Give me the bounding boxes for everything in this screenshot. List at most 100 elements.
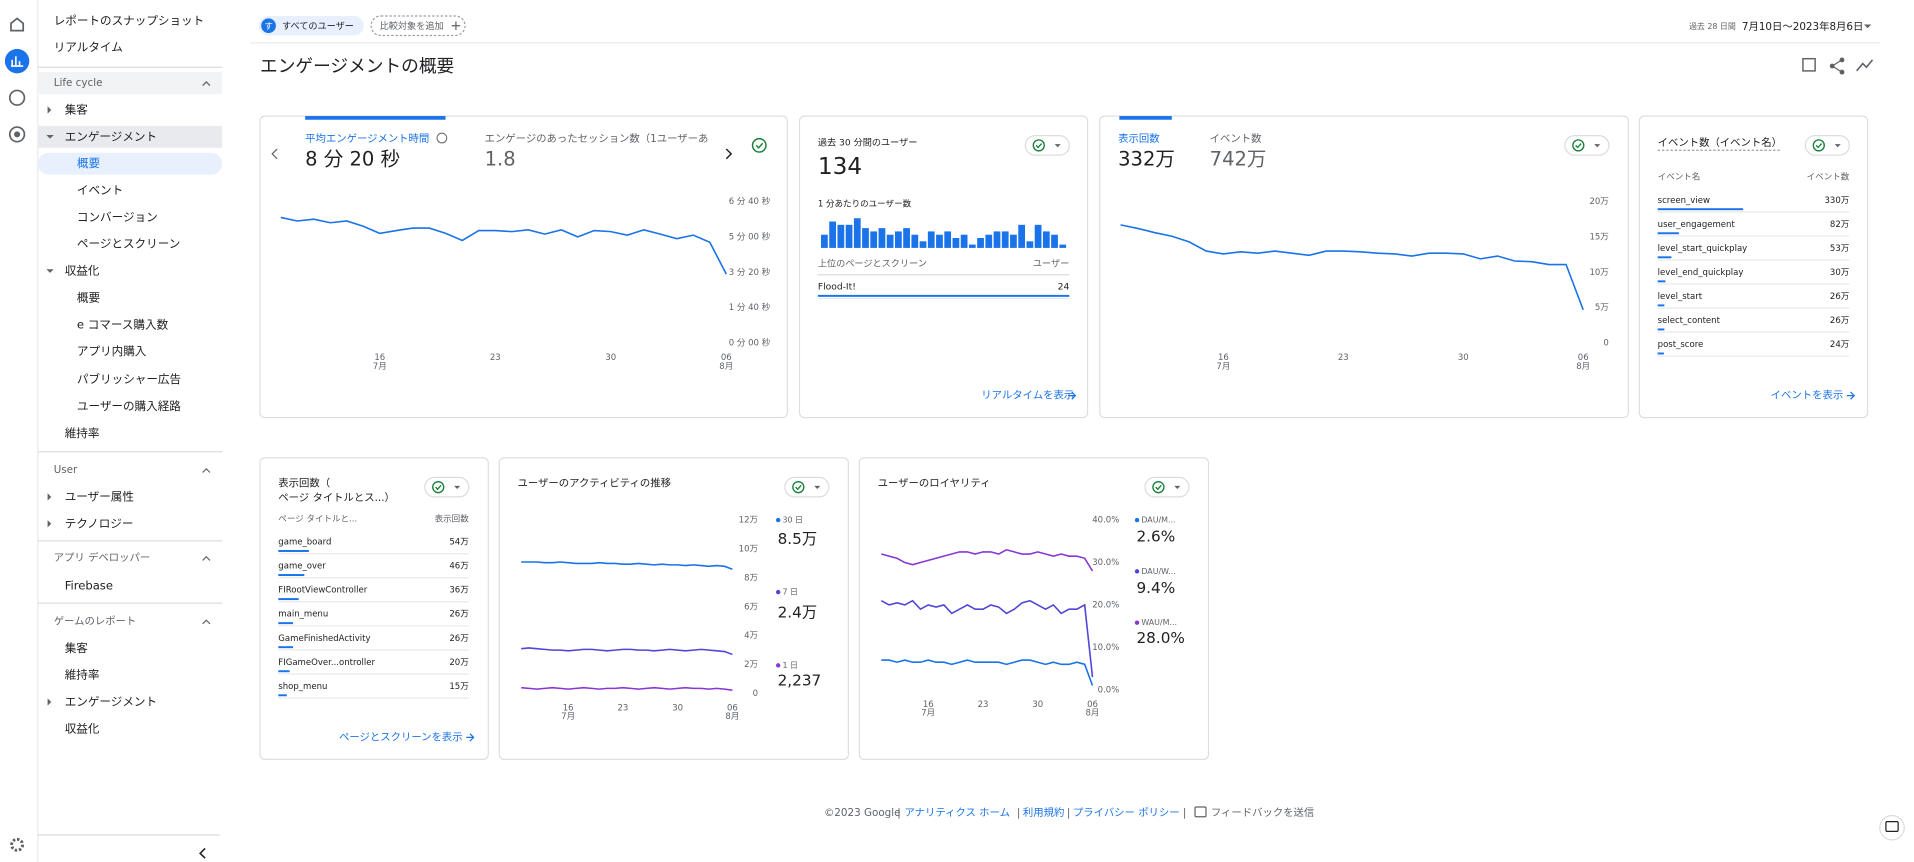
share-icon[interactable] — [1829, 57, 1845, 75]
next-arrow[interactable] — [725, 148, 733, 160]
check-mark — [1575, 143, 1582, 149]
chip[interactable] — [1144, 476, 1190, 498]
section-caret[interactable] — [202, 81, 211, 86]
section-caret[interactable] — [202, 555, 211, 561]
feedback-icon[interactable] — [1194, 806, 1207, 818]
chip-caret — [454, 485, 461, 489]
footer-link[interactable]: アナリティクス ホーム — [905, 807, 1010, 819]
nav-item[interactable]: ユーザーの購入経路 — [77, 399, 181, 413]
chip[interactable] — [424, 476, 470, 498]
row-bar — [278, 670, 290, 673]
compare-chip[interactable] — [370, 15, 466, 37]
nav-item[interactable]: ユーザー属性 — [65, 489, 134, 503]
collapse-icon[interactable] — [199, 847, 206, 859]
segment-chip[interactable] — [258, 15, 364, 36]
card-title: ページ タイトルとス...） — [278, 492, 395, 504]
check-mark — [1815, 143, 1823, 149]
nav-item[interactable]: リアルタイム — [54, 40, 123, 54]
expand-arrow[interactable] — [47, 698, 52, 706]
nav-item[interactable]: コンバージョン — [77, 210, 158, 224]
explore-icon[interactable] — [8, 89, 26, 106]
nav-item[interactable]: エンゲージメント — [65, 694, 157, 708]
nav-item[interactable]: ゲームのレポート — [54, 615, 137, 627]
settings-icon[interactable] — [10, 837, 25, 852]
link-arrow[interactable] — [1846, 391, 1856, 400]
table-header: 表示回数 — [435, 512, 470, 524]
link-arrow[interactable] — [466, 733, 475, 742]
nav-item[interactable]: 集客 — [65, 102, 89, 116]
feedback-button[interactable] — [1879, 814, 1905, 841]
tab-label[interactable]: 平均エンゲージメント時間 — [305, 132, 429, 145]
chip[interactable] — [784, 476, 830, 498]
reports-icon[interactable] — [4, 48, 30, 74]
link-text[interactable]: リアルタイムを表示 — [981, 390, 1074, 402]
nav-item[interactable]: 収益化 — [65, 264, 100, 278]
table-header: イベント数 — [1807, 171, 1850, 183]
expand-arrow[interactable] — [47, 493, 52, 501]
link[interactable]: ページとスクリーンを表示 — [339, 731, 463, 743]
footer-link[interactable]: フィードバックを送信 — [1211, 806, 1314, 819]
nav-item[interactable]: ページとスクリーン — [77, 237, 180, 251]
tab-label[interactable]: 表示回数 — [1118, 132, 1160, 145]
legend-dot — [1134, 569, 1140, 574]
chip[interactable] — [1804, 134, 1850, 156]
nav-item[interactable]: アプリ デベロッパー — [54, 551, 151, 564]
nav-item[interactable]: パブリッシャー広告 — [77, 372, 181, 386]
chip[interactable] — [1564, 134, 1610, 156]
check-icon — [432, 480, 445, 494]
footer-link[interactable]: 利用規約 — [1023, 806, 1064, 819]
nav-item[interactable]: アプリ内購入 — [77, 344, 147, 358]
row-name: shop_menu — [278, 682, 327, 692]
nav-item[interactable]: 集客 — [65, 641, 89, 655]
table-header: ページ タイトルと... — [278, 513, 357, 524]
insights-icon[interactable] — [1856, 59, 1874, 72]
date-range[interactable]: 7月10日～2023年8月6日 — [1742, 20, 1863, 33]
bar — [837, 224, 845, 248]
nav-item[interactable]: テクノロジー — [65, 516, 134, 530]
link[interactable]: イベントを表示 — [1771, 390, 1844, 402]
bar — [936, 234, 943, 248]
nav-item[interactable]: Life cycle — [54, 77, 103, 89]
bar — [944, 231, 952, 248]
y-tick-label: 10万 — [1589, 268, 1608, 278]
nav-item[interactable]: イベント — [77, 183, 123, 197]
nav-item[interactable]: e コマース購入数 — [77, 317, 169, 331]
row-value: 46万 — [449, 562, 468, 572]
tab-label[interactable]: イベント数 — [1210, 132, 1262, 145]
section-caret[interactable] — [202, 619, 211, 625]
nav-item[interactable]: 収益化 — [65, 721, 100, 735]
nav-item[interactable]: 維持率 — [65, 426, 100, 440]
x-tick-sublabel: 7月 — [373, 361, 387, 372]
nav-item[interactable]: Firebase — [65, 579, 113, 593]
home-icon[interactable] — [10, 17, 25, 32]
collapse-arrow[interactable] — [46, 134, 54, 139]
y-tick-label: 4万 — [744, 631, 758, 641]
customize-icon[interactable] — [1802, 57, 1816, 72]
check-icon[interactable] — [751, 137, 767, 153]
row-name: FIRootViewController — [278, 586, 367, 596]
expand-arrow[interactable] — [47, 106, 52, 114]
collapse-arrow[interactable] — [46, 269, 54, 273]
expand-arrow[interactable] — [47, 520, 52, 528]
row-value: 26万 — [1830, 316, 1849, 326]
card-pages — [259, 457, 489, 760]
icon-rail — [0, 0, 38, 862]
nav-item[interactable]: User — [54, 464, 78, 476]
help-icon[interactable] — [436, 132, 448, 144]
nav-item[interactable]: 概要 — [77, 156, 101, 170]
nav-item[interactable]: 維持率 — [65, 668, 100, 682]
section-caret[interactable] — [202, 467, 211, 473]
nav-item[interactable]: 概要 — [77, 290, 101, 304]
footer-link[interactable]: プライバシー ポリシー — [1073, 807, 1180, 819]
chip[interactable] — [1024, 134, 1070, 156]
prev-arrow[interactable] — [271, 148, 278, 160]
link[interactable]: リアルタイムを表示 — [981, 390, 1074, 402]
nav-item[interactable]: エンゲージメント — [65, 129, 157, 143]
nav-item-selected[interactable] — [37, 152, 223, 175]
advertising-icon[interactable] — [8, 126, 26, 143]
series-line — [521, 647, 733, 656]
nav-item[interactable]: レポートのスナップショット — [54, 13, 205, 27]
tab-label[interactable]: エンゲージのあったセッション数（1ユーザーあ — [485, 132, 709, 145]
date-caret — [1863, 24, 1872, 29]
link-arrow[interactable] — [1068, 391, 1077, 400]
